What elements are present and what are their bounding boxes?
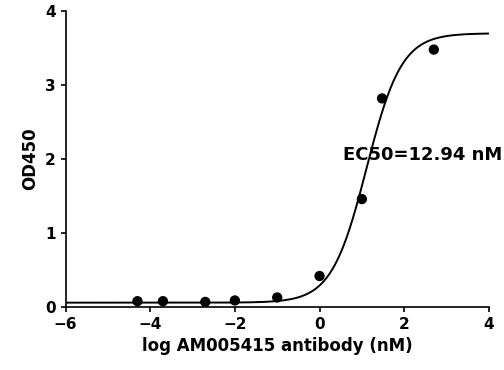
- Point: [316, 273, 324, 279]
- Point: [134, 298, 142, 304]
- Y-axis label: OD450: OD450: [22, 128, 39, 191]
- Point: [231, 297, 239, 303]
- Point: [358, 196, 366, 202]
- Point: [159, 298, 167, 304]
- Text: EC50=12.94 nM: EC50=12.94 nM: [343, 147, 502, 164]
- Point: [273, 295, 281, 300]
- Point: [378, 95, 386, 101]
- Point: [201, 299, 209, 305]
- Point: [430, 47, 438, 53]
- X-axis label: log AM005415 antibody (nM): log AM005415 antibody (nM): [142, 337, 412, 355]
